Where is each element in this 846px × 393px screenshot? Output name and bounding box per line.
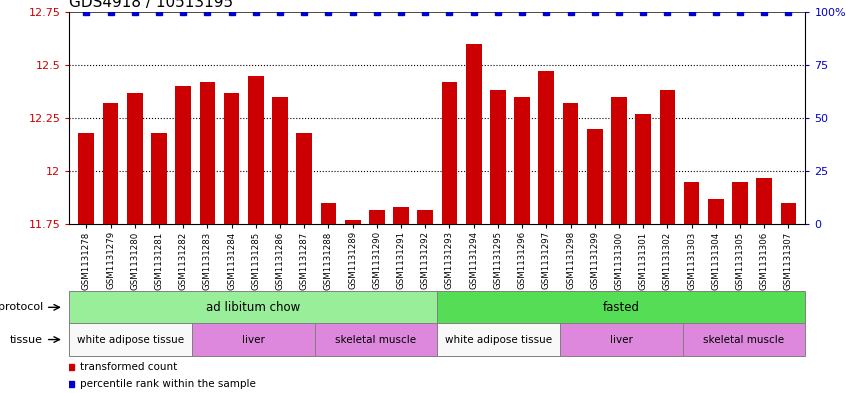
- Bar: [587, 129, 602, 224]
- Bar: [102, 103, 118, 224]
- Text: white adipose tissue: white adipose tissue: [445, 334, 552, 345]
- Text: tissue: tissue: [10, 334, 43, 345]
- Bar: [514, 97, 530, 224]
- Bar: [660, 90, 675, 224]
- Bar: [560, 323, 683, 356]
- Bar: [69, 323, 192, 356]
- Bar: [490, 90, 506, 224]
- Bar: [79, 133, 94, 224]
- Text: liver: liver: [242, 334, 265, 345]
- Text: fasted: fasted: [603, 301, 640, 314]
- Bar: [756, 178, 772, 224]
- Bar: [437, 291, 805, 323]
- Text: white adipose tissue: white adipose tissue: [77, 334, 184, 345]
- Text: transformed count: transformed count: [80, 362, 178, 372]
- Bar: [223, 93, 239, 224]
- Bar: [315, 323, 437, 356]
- Bar: [563, 103, 579, 224]
- Bar: [175, 86, 191, 224]
- Bar: [611, 97, 627, 224]
- Bar: [296, 133, 312, 224]
- Bar: [393, 208, 409, 224]
- Text: skeletal muscle: skeletal muscle: [704, 334, 784, 345]
- Bar: [538, 71, 554, 224]
- Bar: [732, 182, 748, 224]
- Bar: [684, 182, 700, 224]
- Bar: [437, 323, 560, 356]
- Bar: [345, 220, 360, 224]
- Bar: [200, 82, 215, 224]
- Bar: [708, 199, 723, 224]
- Text: liver: liver: [610, 334, 633, 345]
- Bar: [369, 209, 385, 224]
- Bar: [192, 323, 315, 356]
- Bar: [69, 291, 437, 323]
- Bar: [683, 323, 805, 356]
- Bar: [151, 133, 167, 224]
- Text: protocol: protocol: [0, 302, 43, 312]
- Text: percentile rank within the sample: percentile rank within the sample: [80, 378, 256, 389]
- Bar: [321, 203, 337, 224]
- Text: ad libitum chow: ad libitum chow: [206, 301, 300, 314]
- Text: GDS4918 / 10513195: GDS4918 / 10513195: [69, 0, 233, 10]
- Bar: [248, 75, 264, 224]
- Bar: [417, 209, 433, 224]
- Bar: [442, 82, 458, 224]
- Text: skeletal muscle: skeletal muscle: [336, 334, 416, 345]
- Bar: [635, 114, 651, 224]
- Bar: [272, 97, 288, 224]
- Bar: [127, 93, 143, 224]
- Bar: [781, 203, 796, 224]
- Bar: [466, 44, 481, 224]
